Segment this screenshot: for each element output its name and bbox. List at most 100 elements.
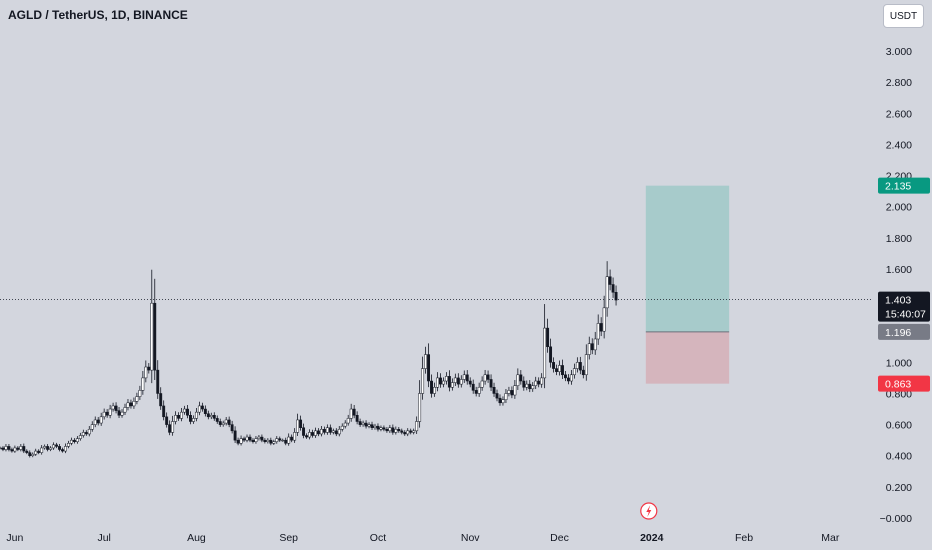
candle: [16, 446, 20, 452]
candle: [7, 444, 11, 452]
candle: [403, 430, 407, 436]
candle: [510, 386, 514, 399]
candle: [495, 389, 499, 402]
candle: [394, 426, 398, 435]
stop-loss-zone[interactable]: [645, 331, 730, 384]
candle: [260, 434, 264, 443]
candle: [322, 426, 326, 435]
candle: [400, 428, 404, 435]
svg-text:1.196: 1.196: [885, 327, 911, 339]
candle: [10, 447, 14, 453]
candle: [331, 428, 335, 435]
candle: [343, 420, 347, 429]
candle: [531, 382, 535, 392]
candle: [245, 434, 249, 443]
candle: [197, 401, 201, 416]
candle: [126, 399, 130, 411]
candle: [75, 436, 79, 444]
candle: [281, 438, 285, 442]
entry-price-badge: 1.196: [878, 323, 930, 340]
candle: [504, 389, 508, 404]
candle: [13, 445, 17, 453]
candle: [412, 428, 416, 435]
candle: [587, 336, 591, 360]
candle: [352, 404, 356, 419]
profit-target-zone[interactable]: [645, 185, 730, 332]
y-tick-label: 2.000: [886, 202, 912, 214]
candle: [215, 415, 219, 424]
candle: [147, 363, 151, 374]
candle: [72, 438, 76, 444]
candle: [296, 413, 300, 436]
candle: [596, 314, 600, 345]
candle: [186, 404, 189, 419]
candle: [221, 420, 225, 427]
candle: [355, 411, 359, 425]
candle: [49, 446, 53, 452]
candle: [132, 397, 136, 409]
candle: [206, 410, 210, 420]
candle: [447, 370, 451, 392]
candle: [507, 386, 511, 397]
candle: [233, 426, 237, 443]
candle: [358, 418, 362, 427]
candle: [275, 436, 279, 444]
candle: [162, 400, 166, 421]
candle: [269, 437, 273, 446]
candle: [25, 449, 29, 455]
candle: [486, 370, 490, 383]
candle: [239, 435, 243, 446]
candle: [314, 427, 317, 438]
event-lightning-icon[interactable]: [640, 502, 658, 520]
candle: [150, 269, 154, 384]
y-tick-label: −0.000: [880, 513, 913, 525]
candle: [325, 424, 329, 435]
candle: [516, 368, 520, 390]
currency-unit-button[interactable]: USDT: [883, 4, 924, 28]
candle: [602, 295, 606, 339]
candle: [528, 380, 532, 393]
candle: [200, 402, 204, 412]
y-tick-label: 3.000: [886, 46, 912, 58]
candle: [483, 369, 487, 385]
candle: [293, 428, 297, 443]
candle: [468, 377, 472, 388]
candle: [427, 343, 431, 388]
candle: [165, 412, 169, 428]
candle: [19, 443, 23, 452]
candle: [69, 437, 73, 446]
candle: [102, 408, 106, 420]
candle: [480, 376, 484, 391]
candle: [52, 442, 56, 450]
candle: [67, 440, 70, 449]
candle: [421, 356, 425, 400]
candle: [308, 429, 311, 440]
candle: [209, 412, 213, 420]
candle: [194, 408, 198, 422]
svg-text:15:40:07: 15:40:07: [885, 309, 926, 321]
candle: [415, 416, 419, 434]
candle: [406, 428, 410, 437]
candle: [168, 420, 172, 436]
candle: [397, 427, 401, 433]
candle: [144, 360, 148, 383]
y-tick-label: 0.600: [886, 420, 912, 432]
candle: [433, 382, 436, 397]
candle: [40, 445, 44, 455]
candle: [462, 370, 466, 383]
x-tick-label: Nov: [461, 532, 480, 544]
candle: [183, 405, 186, 415]
candle: [418, 380, 422, 428]
candle: [513, 380, 517, 399]
candle: [120, 409, 124, 418]
candle: [87, 426, 91, 437]
candle: [290, 434, 294, 443]
y-tick-label: 0.200: [886, 482, 912, 494]
candle: [540, 373, 544, 388]
candle: [284, 437, 288, 446]
candle: [58, 444, 61, 452]
candle: [593, 331, 597, 355]
candle: [123, 403, 127, 415]
candle: [319, 426, 323, 437]
